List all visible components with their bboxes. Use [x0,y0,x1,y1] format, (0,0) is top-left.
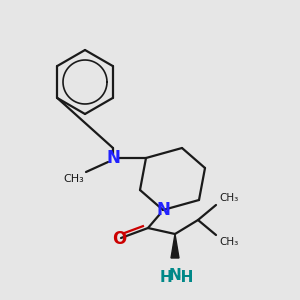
Text: N: N [169,268,182,284]
Text: CH₃: CH₃ [219,193,238,203]
Polygon shape [171,234,179,258]
Text: CH₃: CH₃ [63,174,84,184]
Text: N: N [106,149,120,167]
Text: O: O [112,230,126,248]
Text: CH₃: CH₃ [219,237,238,247]
Text: N: N [156,201,170,219]
Text: H: H [160,271,172,286]
Text: ·H: ·H [176,271,194,286]
